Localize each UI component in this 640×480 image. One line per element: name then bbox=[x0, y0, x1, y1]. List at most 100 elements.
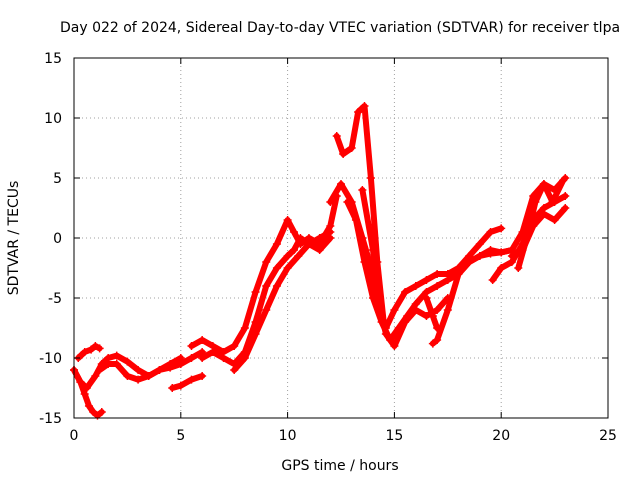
data-point bbox=[112, 351, 121, 360]
data-point bbox=[497, 224, 506, 233]
data-point bbox=[433, 306, 442, 314]
data-point bbox=[219, 354, 228, 362]
data-point bbox=[95, 344, 104, 353]
data-series bbox=[70, 102, 570, 420]
data-point bbox=[433, 270, 442, 278]
data-point bbox=[123, 372, 132, 380]
data-point bbox=[95, 366, 104, 374]
data-point bbox=[87, 345, 96, 354]
data-point bbox=[360, 102, 369, 110]
data-point bbox=[262, 258, 271, 266]
y-tick-label: -10 bbox=[39, 351, 62, 367]
x-tick-labels: 0 5 10 15 20 25 bbox=[70, 428, 617, 444]
data-point bbox=[283, 216, 292, 224]
data-point bbox=[428, 312, 437, 320]
data-point bbox=[354, 108, 363, 116]
data-point bbox=[465, 258, 474, 266]
data-point bbox=[198, 372, 207, 380]
series-trace-10 bbox=[333, 103, 387, 325]
data-point bbox=[422, 276, 431, 284]
data-point bbox=[198, 354, 207, 362]
data-point bbox=[351, 216, 360, 224]
data-point bbox=[176, 381, 185, 390]
data-point bbox=[390, 306, 399, 314]
data-point bbox=[550, 216, 559, 224]
data-point bbox=[272, 282, 281, 290]
series-trace-8 bbox=[231, 229, 334, 373]
grid-lines bbox=[74, 58, 608, 418]
y-tick-label: -5 bbox=[48, 291, 62, 307]
data-point bbox=[454, 270, 463, 278]
data-point bbox=[433, 336, 442, 344]
data-point bbox=[522, 234, 531, 242]
data-point bbox=[272, 264, 281, 272]
x-tick-label: 0 bbox=[70, 428, 79, 444]
data-point bbox=[104, 360, 113, 368]
data-point bbox=[539, 210, 548, 218]
data-point bbox=[296, 234, 305, 242]
data-point bbox=[332, 132, 341, 140]
x-axis-label: GPS time / hours bbox=[281, 458, 398, 474]
data-point bbox=[561, 192, 570, 200]
y-tick-label: 15 bbox=[44, 51, 62, 67]
data-point bbox=[347, 144, 356, 152]
series-trace-17 bbox=[515, 177, 567, 271]
data-point bbox=[428, 339, 437, 348]
data-point bbox=[208, 348, 217, 356]
data-point bbox=[475, 240, 484, 248]
y-tick-label: 5 bbox=[53, 171, 62, 187]
data-point bbox=[514, 264, 523, 272]
data-point bbox=[240, 354, 249, 362]
data-point bbox=[337, 180, 345, 188]
axis-ticks bbox=[73, 57, 609, 419]
data-point bbox=[187, 342, 196, 350]
data-point bbox=[294, 252, 303, 260]
y-tick-label: 0 bbox=[53, 231, 62, 247]
x-tick-label: 25 bbox=[599, 428, 617, 444]
data-point bbox=[433, 282, 442, 290]
y-tick-labels: -15 -10 -5 0 5 10 15 bbox=[39, 51, 62, 427]
x-tick-label: 10 bbox=[279, 428, 297, 444]
data-point bbox=[411, 306, 420, 314]
data-point bbox=[486, 249, 495, 258]
data-point bbox=[475, 252, 484, 260]
data-point bbox=[80, 348, 89, 356]
data-point bbox=[315, 246, 324, 254]
data-point bbox=[401, 288, 410, 296]
x-tick-label: 15 bbox=[385, 428, 403, 444]
data-point bbox=[80, 390, 89, 398]
data-point bbox=[76, 378, 85, 386]
data-point bbox=[411, 282, 420, 290]
series-trace-6 bbox=[188, 193, 340, 355]
data-point bbox=[326, 198, 335, 206]
data-point bbox=[290, 228, 299, 236]
data-point bbox=[283, 252, 292, 260]
data-point bbox=[326, 228, 335, 236]
data-point bbox=[358, 186, 367, 194]
data-point bbox=[144, 372, 153, 380]
data-point bbox=[315, 234, 324, 242]
data-point bbox=[539, 180, 548, 188]
data-point bbox=[497, 248, 506, 257]
data-point bbox=[548, 198, 557, 206]
data-point bbox=[422, 294, 431, 302]
data-point bbox=[488, 276, 497, 284]
data-point bbox=[262, 306, 271, 314]
data-point bbox=[497, 264, 506, 272]
data-point bbox=[559, 176, 568, 185]
data-point bbox=[272, 240, 281, 248]
data-point bbox=[360, 258, 369, 266]
data-point bbox=[187, 354, 196, 362]
data-point bbox=[91, 372, 100, 380]
data-point bbox=[486, 228, 495, 236]
data-point bbox=[443, 276, 452, 284]
chart-title: Day 022 of 2024, Sidereal Day-to-day VTE… bbox=[60, 20, 620, 36]
data-point bbox=[339, 150, 348, 158]
x-tick-label: 20 bbox=[492, 428, 510, 444]
data-point bbox=[366, 174, 375, 182]
y-tick-label: 10 bbox=[44, 111, 62, 127]
data-point bbox=[262, 282, 271, 290]
data-point bbox=[168, 384, 177, 392]
data-point bbox=[84, 402, 93, 410]
